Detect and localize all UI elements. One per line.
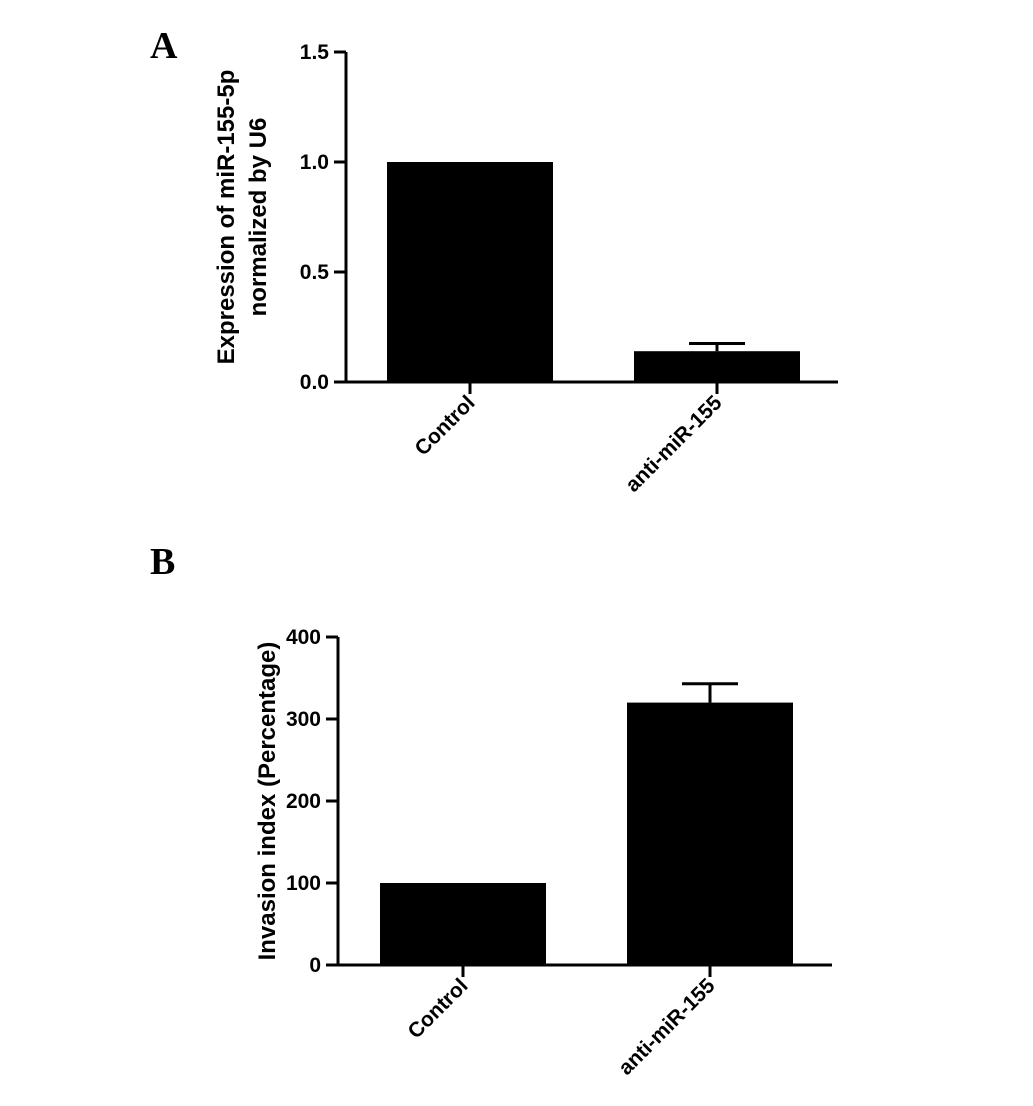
panel-a-bar [387,162,553,382]
panel-a-y-tick-label: 1.5 [300,41,330,64]
panel-b-y-tick-label: 200 [286,790,321,813]
panel-a-y-axis-title: normalized by U6 [245,118,272,317]
panel-a-y-tick-label: 1.0 [300,151,329,174]
panel-a-y-tick-label: 0.5 [300,261,330,284]
panel-b-y-tick-label: 100 [286,872,321,895]
panel-b-y-tick-label: 400 [286,626,321,649]
panel-b-y-tick-label: 300 [286,708,321,731]
panel-a-category-label: Control [410,391,479,460]
panel-a-y-tick-label: 0.0 [300,371,329,394]
panel-b-category-label: Control [403,974,472,1043]
panel-a-category-label: anti-miR-155 [621,391,727,497]
panel-b: B 0 100 200 300 400 Control anti-miR-155 Invasi… [150,541,832,1080]
panel-b-y-axis-title: Invasion index (Percentage) [254,642,281,961]
panel-a-bar [634,351,800,382]
panel-b-y-tick-label: 0 [309,954,321,977]
panel-a-label: A [150,25,178,67]
panel-b-label: B [150,541,175,583]
panel-b-category-label: anti-miR-155 [614,974,720,1080]
panel-b-bar [380,883,546,965]
panel-b-bar [627,702,793,965]
panel-a: A 0.0 0.5 1.0 1.5 Control anti-miR-155 Express… [150,25,838,497]
panel-a-y-axis-title: Expression of miR-155-5p [213,70,240,365]
